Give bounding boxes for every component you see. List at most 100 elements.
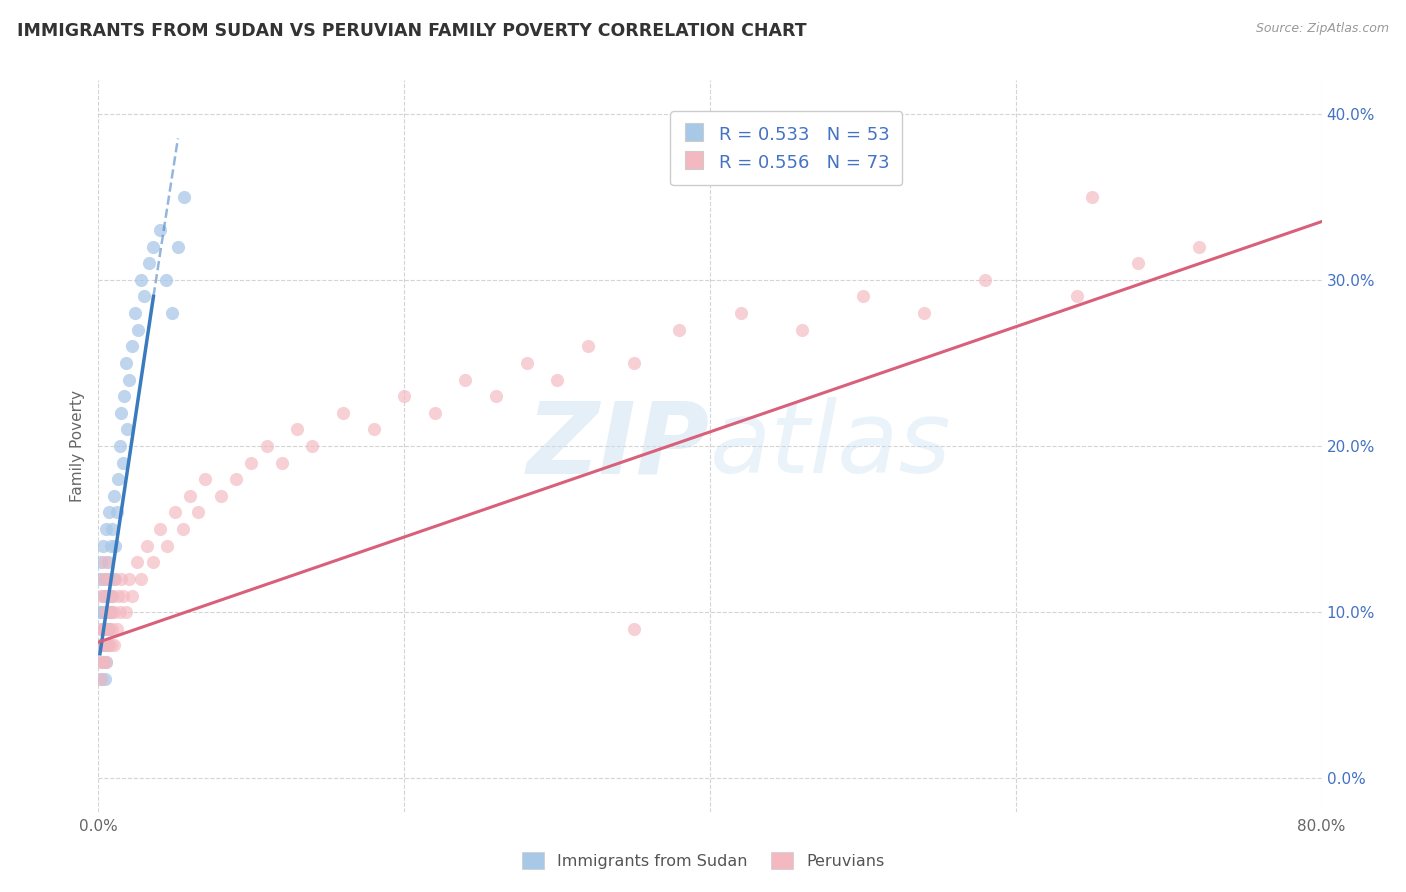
Point [270,456,292,470]
Point [97,639,120,653]
Point [98,506,121,520]
Point [90,639,112,653]
Point [94,589,117,603]
Point [301,439,323,453]
Point [134,289,156,303]
Point [94,655,117,669]
Point [172,522,194,536]
Point [93,639,115,653]
Point [97,555,120,569]
Point [124,306,146,320]
Point [100,639,122,653]
Point [285,422,308,436]
Point [90,639,112,653]
Text: IMMIGRANTS FROM SUDAN VS PERUVIAN FAMILY POVERTY CORRELATION CHART: IMMIGRANTS FROM SUDAN VS PERUVIAN FAMILY… [17,22,807,40]
Point [103,639,125,653]
Point [1128,256,1150,270]
Point [363,422,385,436]
Point [98,572,121,586]
Point [101,589,124,603]
Point [730,306,752,320]
Point [94,655,117,669]
Point [89,605,111,619]
Point [100,605,122,619]
Point [623,356,645,370]
Point [112,389,135,403]
Point [104,539,127,553]
Point [546,372,568,386]
Point [1188,239,1211,253]
Point [89,639,111,653]
Point [93,555,115,569]
Point [392,389,416,403]
Point [98,622,121,636]
Point [93,572,115,586]
Point [121,589,143,603]
Point [149,522,172,536]
Point [98,622,121,636]
Point [912,306,935,320]
Point [1081,189,1104,203]
Point [107,472,129,486]
Point [142,239,165,253]
Point [332,406,354,420]
Point [790,323,813,337]
Point [485,389,508,403]
Point [852,289,875,303]
Point [129,572,152,586]
Point [160,306,183,320]
Point [576,339,599,353]
Point [155,273,177,287]
Point [108,605,131,619]
Point [105,622,128,636]
Point [103,605,125,619]
Point [90,672,112,686]
Point [187,506,209,520]
Point [115,356,138,370]
Point [91,622,114,636]
Point [1066,289,1088,303]
Point [111,456,134,470]
Point [167,239,190,253]
Point [98,589,121,603]
Point [668,323,690,337]
Point [240,456,263,470]
Legend: R = 0.533   N = 53, R = 0.556   N = 73: R = 0.533 N = 53, R = 0.556 N = 73 [671,112,903,186]
Point [103,489,125,503]
Point [115,605,138,619]
Point [974,273,997,287]
Point [90,555,112,569]
Point [100,605,122,619]
Point [225,472,247,486]
Point [91,655,114,669]
Text: atlas: atlas [710,398,952,494]
Point [121,339,143,353]
Point [129,273,152,287]
Text: ZIP: ZIP [527,398,710,494]
Point [94,622,117,636]
Point [149,223,172,237]
Point [105,506,128,520]
Point [91,655,114,669]
Point [101,622,124,636]
Point [101,589,124,603]
Point [94,589,117,603]
Point [256,439,278,453]
Text: Source: ZipAtlas.com: Source: ZipAtlas.com [1256,22,1389,36]
Point [110,572,132,586]
Point [97,605,120,619]
Point [108,439,131,453]
Point [89,572,111,586]
Point [156,539,179,553]
Point [111,589,134,603]
Point [173,189,195,203]
Point [90,605,112,619]
Point [142,555,165,569]
Point [209,489,232,503]
Point [93,605,115,619]
Point [93,639,115,653]
Point [100,539,122,553]
Point [91,539,114,553]
Point [89,622,111,636]
Point [107,589,129,603]
